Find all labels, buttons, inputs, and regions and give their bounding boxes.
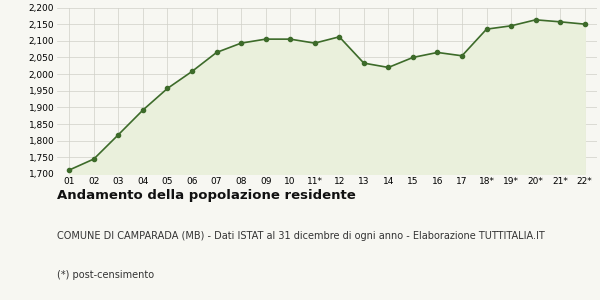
Text: COMUNE DI CAMPARADA (MB) - Dati ISTAT al 31 dicembre di ogni anno - Elaborazione: COMUNE DI CAMPARADA (MB) - Dati ISTAT al… — [57, 231, 545, 241]
Text: Andamento della popolazione residente: Andamento della popolazione residente — [57, 189, 356, 202]
Text: (*) post-censimento: (*) post-censimento — [57, 270, 154, 280]
